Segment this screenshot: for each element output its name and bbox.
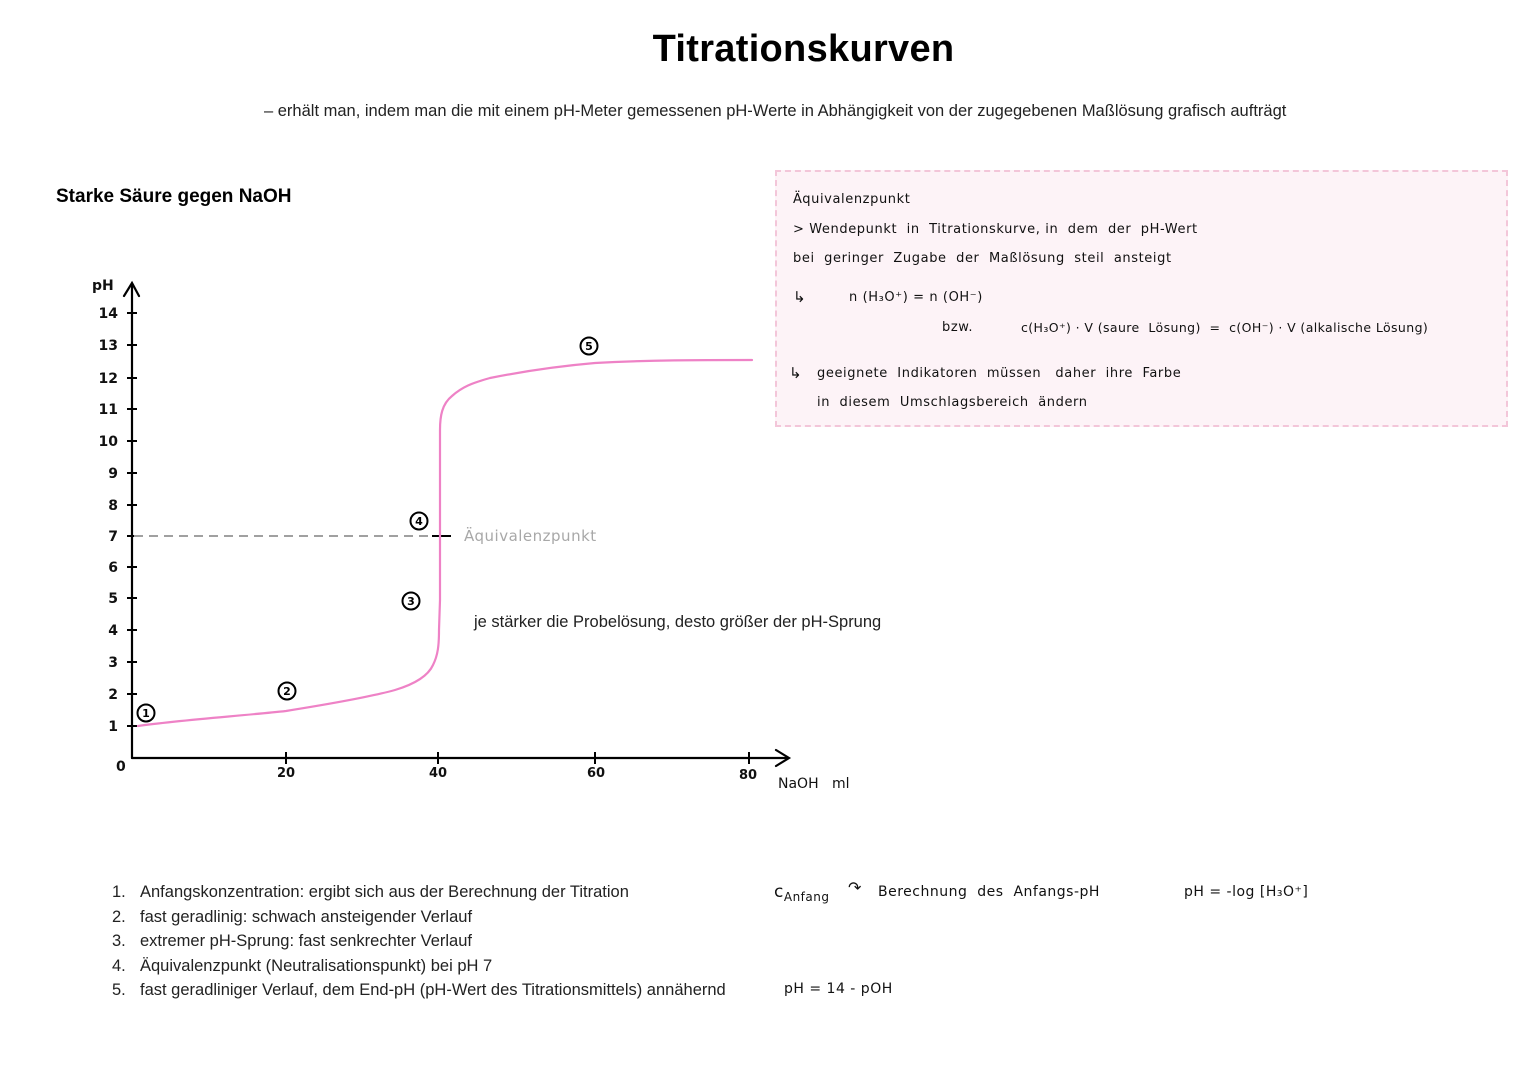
list-item: 5. fast geradliniger Verlauf, dem End-pH … xyxy=(112,981,726,1000)
svg-text:14: 14 xyxy=(99,306,119,322)
svg-text:11: 11 xyxy=(99,402,118,418)
x-axis xyxy=(130,748,792,768)
svg-text:1: 1 xyxy=(142,707,150,720)
anfangs-ph-text: Berechnung des Anfangs-pH xyxy=(878,884,1100,900)
marker-1: 1 xyxy=(136,703,156,723)
x-axis-label: NaOH ml xyxy=(778,776,849,792)
y-ticks xyxy=(127,312,137,727)
list-item: 4. Äquivalenzpunkt (Neutralisationspunkt)… xyxy=(112,956,493,975)
marker-2: 2 xyxy=(277,681,297,701)
list-item: 2. fast geradlinig: schwach ansteigender … xyxy=(112,907,473,926)
section-title: Starke Säure gegen NaOH xyxy=(56,186,292,207)
equivalence-note-box: Äquivalenzpunkt > Wendepunkt in Titratio… xyxy=(775,170,1508,427)
origin-label: 0 xyxy=(116,759,126,775)
svg-text:5: 5 xyxy=(108,591,118,607)
titration-curve xyxy=(136,358,754,728)
note-line-4: in diesem Umschlagsbereich ändern xyxy=(817,395,1088,410)
svg-text:4: 4 xyxy=(415,515,423,528)
marker-4: 4 xyxy=(409,511,429,531)
svg-text:8: 8 xyxy=(108,498,118,514)
page-title: Titrationskurven xyxy=(652,28,955,70)
note-line-2: bei geringer Zugabe der Maßlösung steil … xyxy=(793,251,1172,266)
svg-text:4: 4 xyxy=(108,623,118,639)
x-tick-labels: 20 40 60 80 xyxy=(277,766,757,783)
ph-log-formula: pH = -log [H₃O⁺] xyxy=(1184,884,1309,900)
note-heading: Äquivalenzpunkt xyxy=(793,192,911,207)
c-anfang-formula: cAnfang xyxy=(774,882,830,904)
arrow-icon: ↳ xyxy=(789,364,803,382)
svg-text:10: 10 xyxy=(99,434,119,450)
arrow-icon: ↳ xyxy=(793,288,807,306)
note-line-3: geeignete Indikatoren müssen daher ihre … xyxy=(817,366,1182,381)
svg-text:5: 5 xyxy=(585,340,593,353)
marker-5: 5 xyxy=(579,336,599,356)
note-line-1: > Wendepunkt in Titrationskurve, in dem … xyxy=(793,222,1198,237)
y-axis-label: pH xyxy=(92,278,114,294)
curve-section-list: 1. Anfangskonzentration: ergibt sich aus … xyxy=(112,880,726,1003)
equivalence-label: Äquivalenzpunkt xyxy=(464,526,597,545)
svg-text:3: 3 xyxy=(407,595,415,608)
svg-text:20: 20 xyxy=(277,766,295,781)
marker-3: 3 xyxy=(401,591,421,611)
list-item: 3. extremer pH-Sprung: fast senkrechter V… xyxy=(112,932,472,951)
list-item: 1. Anfangskonzentration: ergibt sich aus … xyxy=(112,883,629,901)
svg-text:3: 3 xyxy=(108,655,118,671)
svg-text:12: 12 xyxy=(99,371,118,387)
y-tick-labels: 1 2 3 4 5 6 7 8 9 10 11 12 13 14 xyxy=(99,306,119,735)
svg-text:80: 80 xyxy=(739,768,757,783)
svg-text:9: 9 xyxy=(108,466,118,482)
y-axis xyxy=(122,280,141,760)
svg-text:6: 6 xyxy=(108,560,118,576)
ph-poh-formula: pH = 14 - pOH xyxy=(784,981,893,997)
ph-jump-annotation: je stärker die Probelösung, desto größer… xyxy=(474,613,882,631)
svg-text:2: 2 xyxy=(283,685,291,698)
curve-markers: 1 2 3 4 5 xyxy=(136,336,599,723)
note-bzw: bzw. xyxy=(942,320,974,335)
page-subtitle: – erhält man, indem man die mit einem pH… xyxy=(264,102,1287,120)
note-equation-2: c(H₃O⁺) · V (saure Lösung) = c(OH⁻) · V … xyxy=(1021,320,1429,335)
svg-text:60: 60 xyxy=(587,766,605,781)
svg-text:1: 1 xyxy=(108,719,118,735)
svg-text:2: 2 xyxy=(108,687,118,703)
svg-text:40: 40 xyxy=(429,766,447,781)
note-equation-1: n (H₃O⁺) = n (OH⁻) xyxy=(849,290,983,305)
svg-text:13: 13 xyxy=(99,338,118,354)
curved-arrow-icon: ↷ xyxy=(848,878,862,897)
svg-text:7: 7 xyxy=(108,529,118,545)
x-ticks xyxy=(285,752,750,764)
